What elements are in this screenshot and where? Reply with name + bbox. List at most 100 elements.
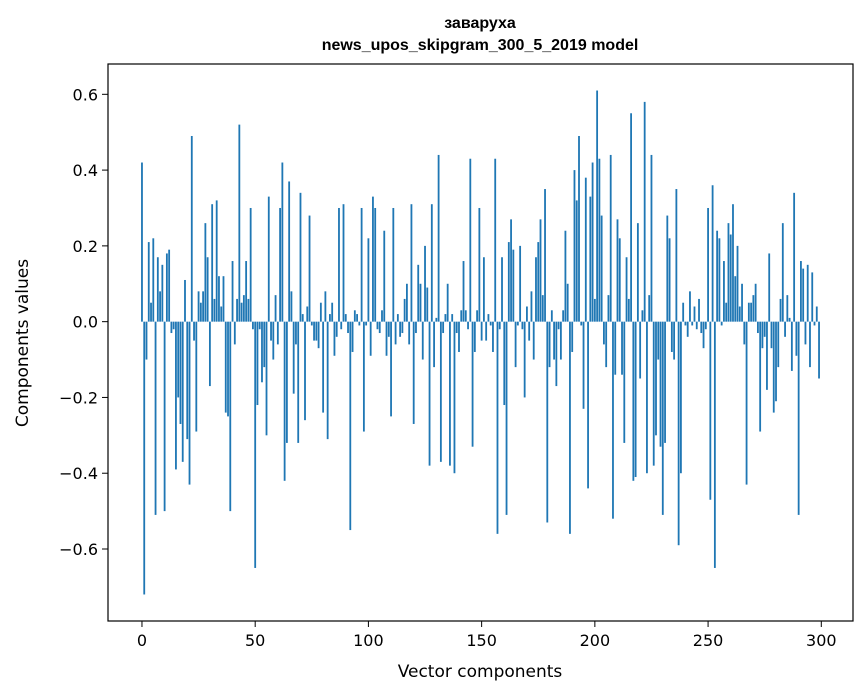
bar-216 (630, 113, 632, 322)
bar-278 (770, 321, 773, 349)
bar-37 (224, 321, 227, 413)
bar-141 (460, 310, 463, 322)
bar-49 (252, 321, 254, 330)
bar-96 (358, 321, 361, 326)
bar-167 (519, 245, 522, 322)
bar-17 (179, 321, 182, 424)
bar-15 (175, 321, 177, 470)
bar-171 (528, 321, 531, 341)
bar-169 (523, 321, 526, 398)
bar-54 (263, 321, 266, 368)
bar-263 (736, 245, 739, 322)
bar-280 (775, 321, 777, 402)
bar-29 (206, 257, 209, 322)
bar-165 (514, 321, 517, 368)
bar-90 (344, 314, 347, 322)
bar-180 (548, 321, 551, 368)
bar-78 (317, 321, 320, 349)
bar-193 (578, 135, 580, 322)
bar-111 (392, 207, 395, 322)
bar-99 (365, 321, 368, 326)
bar-56 (267, 196, 270, 322)
bar-70 (299, 192, 302, 322)
bar-273 (759, 321, 762, 432)
bar-204 (603, 321, 605, 345)
bar-9 (161, 264, 164, 322)
bar-28 (204, 223, 207, 322)
bar-220 (639, 321, 642, 379)
bar-172 (530, 291, 533, 322)
x-tick-label: 150 (466, 631, 497, 650)
bar-86 (335, 321, 338, 337)
bar-275 (763, 321, 766, 337)
bar-274 (761, 321, 764, 349)
bar-251 (709, 321, 712, 500)
x-axis-label: Vector components (398, 662, 563, 682)
y-axis: −0.6 −0.4 −0.2 0.0 0.2 0.4 0.6 (59, 85, 108, 559)
bar-104 (376, 321, 379, 330)
bar-123 (419, 283, 422, 322)
bar-197 (587, 321, 589, 489)
bar-247 (700, 321, 703, 334)
bar-107 (383, 230, 386, 322)
bar-198 (589, 196, 592, 322)
bar-176 (539, 219, 542, 322)
bar-127 (428, 321, 431, 466)
bar-231 (664, 321, 666, 443)
bar-205 (605, 321, 608, 368)
bar-0 (141, 162, 143, 322)
bar-83 (329, 314, 331, 322)
bar-256 (720, 321, 723, 326)
bar-60 (276, 321, 279, 345)
bar-170 (526, 306, 528, 322)
bar-201 (596, 90, 599, 322)
bar-7 (156, 257, 159, 322)
bar-294 (806, 264, 809, 322)
y-tick-label: 0.4 (73, 161, 98, 180)
bar-134 (444, 314, 447, 322)
bar-146 (471, 321, 474, 447)
bar-271 (754, 283, 757, 322)
bar-84 (331, 302, 334, 322)
bar-208 (612, 321, 614, 519)
bar-242 (689, 291, 691, 322)
bar-253 (713, 321, 716, 568)
bar-199 (591, 162, 594, 322)
bar-35 (220, 306, 223, 322)
bar-286 (788, 317, 791, 322)
bar-115 (401, 321, 404, 334)
bar-215 (627, 298, 630, 322)
bar-119 (410, 204, 413, 322)
bar-53 (261, 321, 263, 383)
bar-154 (489, 321, 492, 326)
bar-43 (238, 124, 241, 322)
bar-235 (673, 321, 676, 360)
bar-221 (641, 310, 644, 322)
y-tick-label: 0.2 (73, 237, 98, 256)
bar-203 (600, 215, 603, 322)
bar-6 (154, 321, 157, 515)
bar-42 (236, 298, 238, 322)
bar-34 (218, 276, 220, 322)
bar-255 (718, 238, 721, 322)
bar-3 (147, 242, 150, 322)
bar-173 (532, 321, 535, 360)
bar-128 (430, 204, 433, 322)
x-axis: 0 50 100 150 200 250 300 (137, 621, 837, 650)
bar-21 (188, 321, 191, 485)
bar-266 (743, 321, 746, 345)
bar-2 (145, 321, 148, 360)
bar-285 (786, 295, 789, 322)
bar-64 (285, 321, 288, 443)
bar-39 (229, 321, 232, 512)
bar-51 (256, 321, 259, 406)
bar-189 (569, 321, 571, 534)
y-tick-label: −0.4 (59, 464, 98, 483)
bar-50 (254, 321, 257, 568)
bar-187 (564, 230, 567, 322)
bar-120 (412, 321, 415, 424)
bar-79 (319, 302, 322, 322)
bar-71 (301, 314, 304, 322)
bar-133 (442, 321, 445, 334)
bar-288 (793, 192, 796, 322)
